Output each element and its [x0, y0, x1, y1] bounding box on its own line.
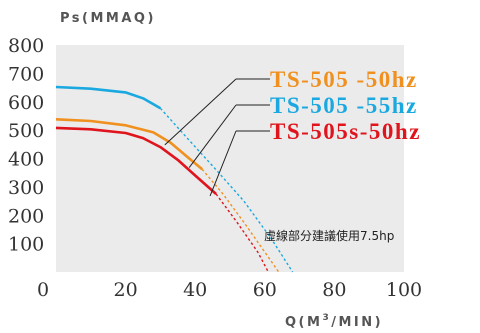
x-axis-title: Q(M3/MIN) [285, 313, 383, 330]
y-tick-label: 600 [8, 92, 44, 114]
series-line-solid [55, 126, 217, 195]
x-tick-label: 40 [183, 279, 207, 301]
legend-leader-diagonal [164, 78, 237, 146]
y-tick-label: 100 [8, 234, 44, 256]
y-tick-label: 500 [8, 120, 44, 142]
y-axis-title: Ps(MMAQ) [60, 11, 156, 26]
dashed-line-note: 虛線部分建議使用7.5hp [264, 228, 394, 243]
series-line-dashed [201, 168, 280, 273]
y-tick-label: 400 [8, 149, 44, 171]
x-tick-label: 20 [114, 279, 138, 301]
x-axis-title-prefix: Q(M [285, 315, 322, 330]
legend-label: TS-505 -50hz [270, 67, 418, 92]
y-tick-label: 300 [8, 177, 44, 199]
series-line-solid [55, 85, 162, 110]
legend-leader-diagonal [209, 130, 237, 197]
series-line-solid [55, 118, 204, 171]
x-tick-label: 0 [37, 279, 49, 301]
x-tick-label: 60 [253, 279, 277, 301]
x-axis-title-suffix: /MIN) [331, 315, 383, 330]
y-tick-labels: 100 200 300 400 500 600 700 800 [8, 35, 44, 256]
plot-area [56, 45, 404, 272]
x-tick-label: 100 [386, 279, 422, 301]
legend-leader-lines [164, 78, 270, 197]
x-tick-labels: 0 20 40 60 80 100 [37, 279, 422, 301]
legend-label: TS-505s-50hz [270, 119, 421, 144]
legend-leader-diagonal [188, 104, 237, 168]
series-lines [55, 85, 294, 273]
y-tick-label: 800 [8, 35, 44, 57]
y-tick-label: 700 [8, 63, 44, 85]
y-tick-label: 200 [8, 205, 44, 227]
x-tick-label: 80 [322, 279, 346, 301]
x-axis-title-superscript: 3 [322, 313, 331, 323]
legend-label: TS-505 -55hz [270, 93, 418, 118]
